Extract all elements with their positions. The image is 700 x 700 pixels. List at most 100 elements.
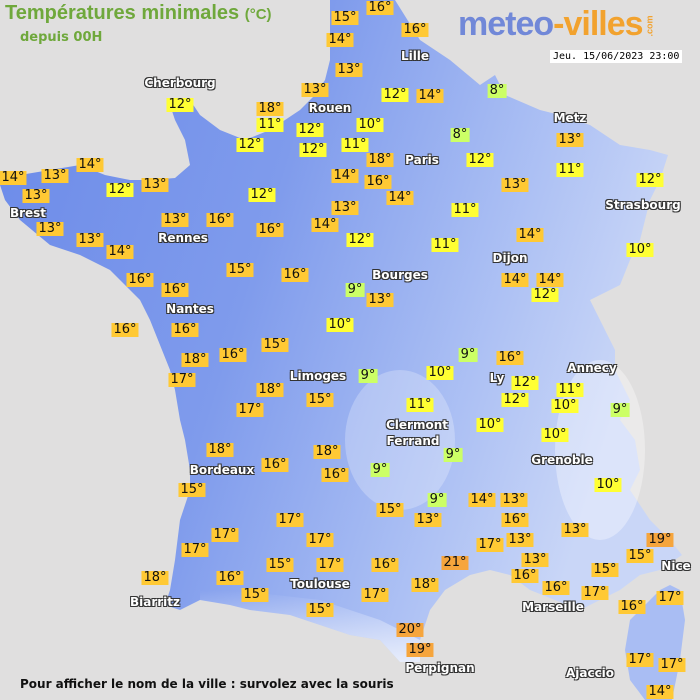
- temperature-badge[interactable]: 12°: [299, 142, 327, 157]
- temperature-badge[interactable]: 13°: [500, 492, 528, 507]
- temperature-badge[interactable]: 18°: [411, 577, 439, 592]
- temperature-badge[interactable]: 12°: [248, 187, 276, 202]
- temperature-badge[interactable]: 12°: [166, 97, 194, 112]
- temperature-badge[interactable]: 16°: [111, 322, 139, 337]
- temperature-badge[interactable]: 10°: [626, 242, 654, 257]
- temperature-badge[interactable]: 9°: [370, 462, 390, 477]
- temperature-badge[interactable]: 18°: [366, 152, 394, 167]
- temperature-badge[interactable]: 13°: [561, 522, 589, 537]
- temperature-badge[interactable]: 13°: [335, 62, 363, 77]
- temperature-badge[interactable]: 14°: [386, 190, 414, 205]
- temperature-badge[interactable]: 13°: [161, 212, 189, 227]
- temperature-badge[interactable]: 12°: [296, 122, 324, 137]
- temperature-badge[interactable]: 14°: [331, 168, 359, 183]
- temperature-badge[interactable]: 12°: [346, 232, 374, 247]
- temperature-badge[interactable]: 16°: [511, 568, 539, 583]
- temperature-badge[interactable]: 16°: [281, 267, 309, 282]
- temperature-badge[interactable]: 16°: [371, 557, 399, 572]
- temperature-badge[interactable]: 17°: [581, 585, 609, 600]
- temperature-badge[interactable]: 16°: [261, 457, 289, 472]
- temperature-badge[interactable]: 12°: [531, 287, 559, 302]
- temperature-badge[interactable]: 11°: [256, 117, 284, 132]
- temperature-badge[interactable]: 13°: [556, 132, 584, 147]
- temperature-badge[interactable]: 16°: [161, 282, 189, 297]
- temperature-badge[interactable]: 14°: [646, 684, 674, 699]
- temperature-badge[interactable]: 13°: [521, 552, 549, 567]
- temperature-badge[interactable]: 15°: [241, 587, 269, 602]
- temperature-badge[interactable]: 17°: [656, 590, 684, 605]
- temperature-badge[interactable]: 17°: [181, 542, 209, 557]
- temperature-badge[interactable]: 9°: [427, 492, 447, 507]
- temperature-badge[interactable]: 14°: [106, 244, 134, 259]
- temperature-badge[interactable]: 16°: [219, 347, 247, 362]
- temperature-badge[interactable]: 11°: [556, 382, 584, 397]
- temperature-badge[interactable]: 17°: [236, 402, 264, 417]
- temperature-badge[interactable]: 20°: [396, 622, 424, 637]
- temperature-badge[interactable]: 10°: [356, 117, 384, 132]
- temperature-badge[interactable]: 9°: [358, 368, 378, 383]
- temperature-badge[interactable]: 17°: [211, 527, 239, 542]
- temperature-badge[interactable]: 9°: [443, 447, 463, 462]
- temperature-badge[interactable]: 12°: [106, 182, 134, 197]
- temperature-badge[interactable]: 18°: [256, 101, 284, 116]
- temperature-badge[interactable]: 15°: [331, 10, 359, 25]
- temperature-badge[interactable]: 16°: [256, 222, 284, 237]
- temperature-badge[interactable]: 16°: [126, 272, 154, 287]
- temperature-badge[interactable]: 15°: [261, 337, 289, 352]
- temperature-badge[interactable]: 17°: [361, 587, 389, 602]
- temperature-badge[interactable]: 21°: [441, 555, 469, 570]
- temperature-badge[interactable]: 13°: [506, 532, 534, 547]
- temperature-badge[interactable]: 12°: [381, 87, 409, 102]
- temperature-badge[interactable]: 10°: [326, 317, 354, 332]
- temperature-badge[interactable]: 15°: [626, 548, 654, 563]
- temperature-badge[interactable]: 13°: [366, 292, 394, 307]
- temperature-badge[interactable]: 16°: [542, 580, 570, 595]
- temperature-badge[interactable]: 13°: [414, 512, 442, 527]
- temperature-badge[interactable]: 10°: [551, 398, 579, 413]
- temperature-badge[interactable]: 12°: [636, 172, 664, 187]
- temperature-badge[interactable]: 13°: [22, 188, 50, 203]
- temperature-badge[interactable]: 16°: [171, 322, 199, 337]
- temperature-badge[interactable]: 14°: [0, 170, 27, 185]
- temperature-badge[interactable]: 16°: [496, 350, 524, 365]
- temperature-badge[interactable]: 16°: [216, 570, 244, 585]
- temperature-badge[interactable]: 17°: [476, 537, 504, 552]
- temperature-badge[interactable]: 14°: [468, 492, 496, 507]
- temperature-badge[interactable]: 11°: [406, 397, 434, 412]
- temperature-badge[interactable]: 16°: [501, 512, 529, 527]
- temperature-badge[interactable]: 9°: [458, 347, 478, 362]
- temperature-badge[interactable]: 16°: [364, 174, 392, 189]
- temperature-badge[interactable]: 15°: [266, 557, 294, 572]
- temperature-badge[interactable]: 9°: [345, 282, 365, 297]
- temperature-badge[interactable]: 17°: [276, 512, 304, 527]
- temperature-badge[interactable]: 14°: [536, 272, 564, 287]
- temperature-badge[interactable]: 14°: [76, 157, 104, 172]
- temperature-badge[interactable]: 18°: [181, 352, 209, 367]
- temperature-badge[interactable]: 13°: [501, 177, 529, 192]
- temperature-badge[interactable]: 12°: [501, 392, 529, 407]
- temperature-badge[interactable]: 18°: [256, 382, 284, 397]
- temperature-badge[interactable]: 18°: [313, 444, 341, 459]
- temperature-badge[interactable]: 16°: [401, 22, 429, 37]
- temperature-badge[interactable]: 12°: [466, 152, 494, 167]
- temperature-badge[interactable]: 8°: [450, 127, 470, 142]
- temperature-badge[interactable]: 14°: [326, 32, 354, 47]
- temperature-badge[interactable]: 8°: [487, 83, 507, 98]
- temperature-badge[interactable]: 16°: [206, 212, 234, 227]
- temperature-badge[interactable]: 13°: [36, 221, 64, 236]
- temperature-badge[interactable]: 17°: [316, 557, 344, 572]
- temperature-badge[interactable]: 14°: [311, 217, 339, 232]
- temperature-badge[interactable]: 13°: [301, 82, 329, 97]
- temperature-badge[interactable]: 11°: [556, 162, 584, 177]
- temperature-badge[interactable]: 15°: [306, 602, 334, 617]
- temperature-badge[interactable]: 17°: [658, 657, 686, 672]
- temperature-badge[interactable]: 13°: [76, 232, 104, 247]
- temperature-badge[interactable]: 10°: [426, 365, 454, 380]
- temperature-badge[interactable]: 10°: [541, 427, 569, 442]
- temperature-badge[interactable]: 16°: [618, 599, 646, 614]
- temperature-badge[interactable]: 17°: [168, 372, 196, 387]
- temperature-badge[interactable]: 13°: [41, 168, 69, 183]
- temperature-badge[interactable]: 11°: [451, 202, 479, 217]
- temperature-badge[interactable]: 19°: [646, 532, 674, 547]
- temperature-badge[interactable]: 13°: [141, 177, 169, 192]
